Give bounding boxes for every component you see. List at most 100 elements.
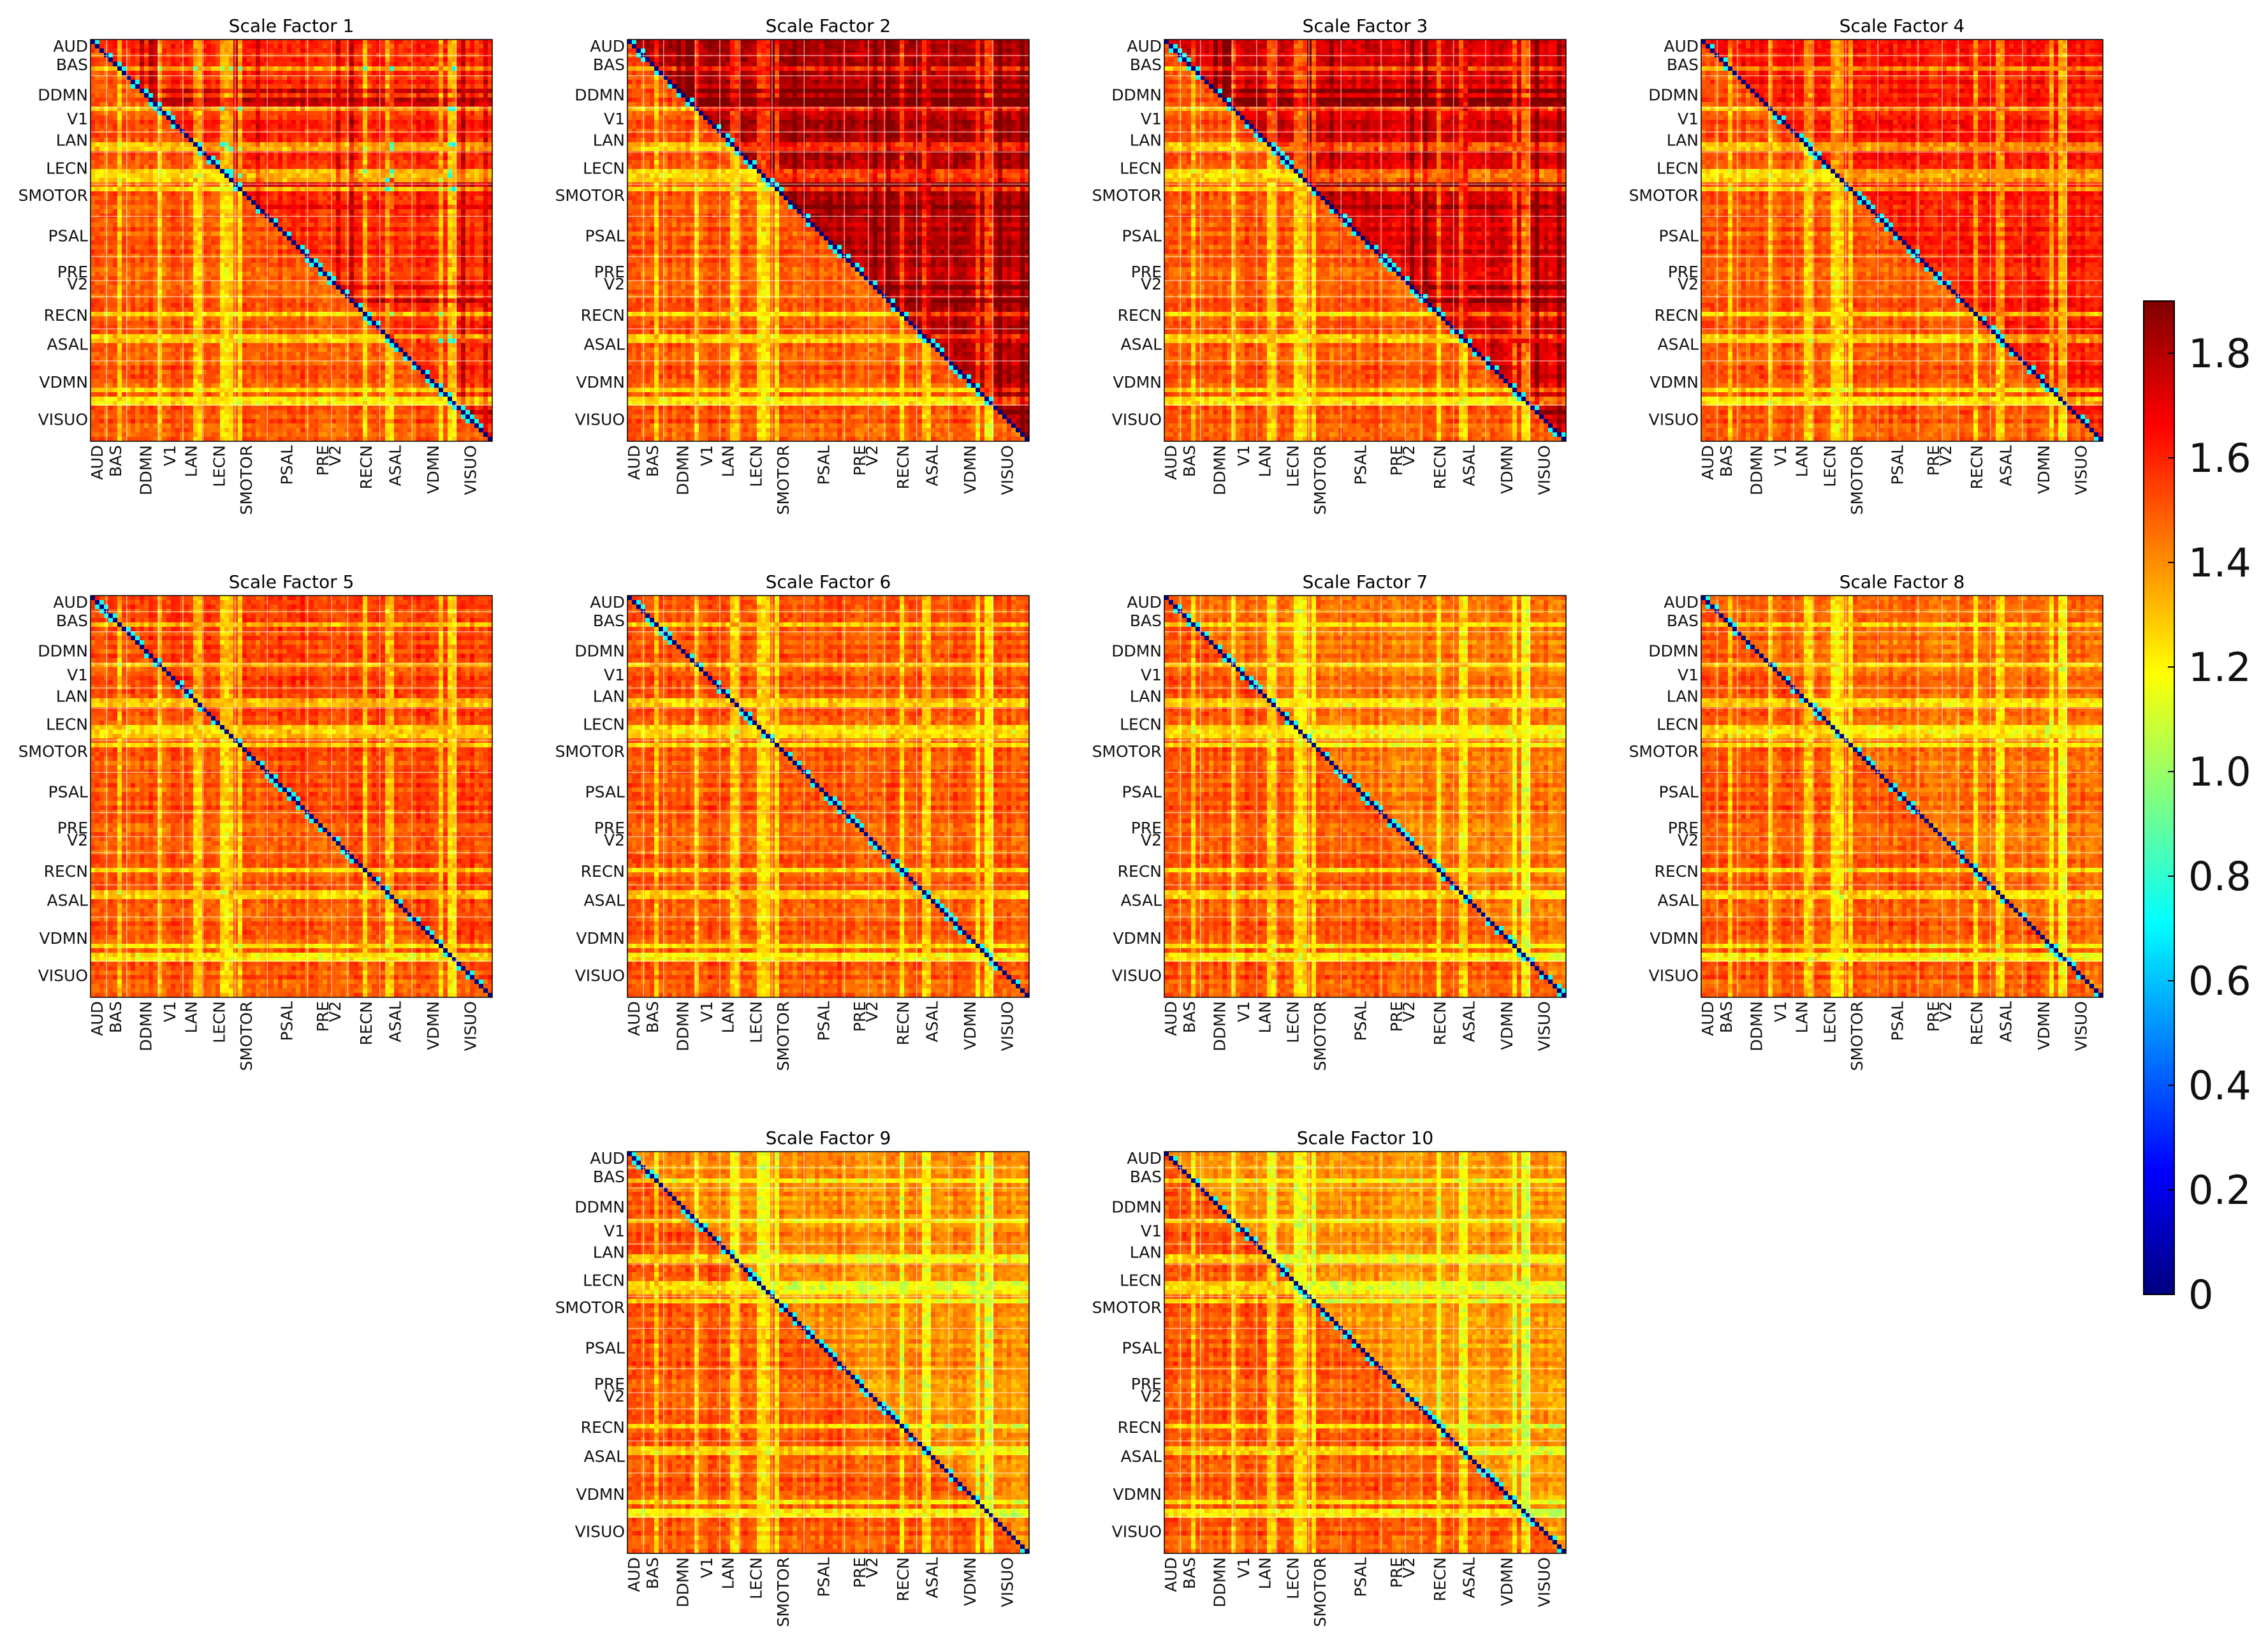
column-tick-label: DDMN bbox=[673, 1001, 692, 1052]
row-tick-label: BAS bbox=[1130, 612, 1162, 630]
row-tick-label: BAS bbox=[56, 55, 88, 74]
panel-title: Scale Factor 10 bbox=[1297, 1127, 1433, 1148]
column-tick-label: PSAL bbox=[1351, 1001, 1370, 1041]
column-tick-label: DDMN bbox=[1210, 1001, 1229, 1052]
colorbar: 0 0.2 0.4 0.6 0.8 1.0 1.2 1.4 1.6 1.8 bbox=[2143, 300, 2251, 1318]
colorbar-tick-label: 0.2 bbox=[2188, 1167, 2251, 1213]
colorbar-tick-label: 0.4 bbox=[2188, 1062, 2251, 1109]
row-tick-label: VISUO bbox=[575, 410, 625, 429]
heatmap-frame bbox=[627, 595, 1030, 998]
row-tick-label: V2 bbox=[1141, 831, 1162, 849]
column-tick-label: LAN bbox=[182, 1001, 201, 1033]
column-tick-label: PSAL bbox=[814, 1001, 833, 1041]
row-tick-label: V1 bbox=[1678, 110, 1699, 128]
row-tick-label: DDMN bbox=[1111, 85, 1162, 104]
column-tick-label: BAS bbox=[1180, 1001, 1199, 1033]
row-tick-label: BAS bbox=[56, 612, 88, 630]
heatmap-cells bbox=[1701, 596, 2103, 997]
heatmap-canvas bbox=[1164, 596, 1566, 997]
row-tick-label: LECN bbox=[583, 1272, 625, 1290]
column-tick-label: PSAL bbox=[277, 1001, 296, 1041]
row-tick-label: BAS bbox=[593, 55, 625, 74]
column-tick-label: LAN bbox=[719, 1557, 738, 1589]
colorbar-tick-label: 0 bbox=[2188, 1272, 2213, 1318]
row-tick-label: BAS bbox=[1667, 612, 1699, 630]
column-tick-label: VDMN bbox=[2035, 1001, 2053, 1050]
row-tick-label: LAN bbox=[593, 687, 625, 706]
column-tick-label: LAN bbox=[1256, 1001, 1275, 1033]
panel-title: Scale Factor 7 bbox=[1303, 571, 1428, 592]
column-tick-label: V2 bbox=[326, 1001, 344, 1022]
row-tick-label: PRE bbox=[594, 263, 625, 281]
column-tick-label: RECN bbox=[1431, 1557, 1449, 1601]
row-tick-label: VDMN bbox=[39, 929, 88, 948]
row-tick-label: LAN bbox=[1130, 131, 1162, 150]
column-tick-label: SMOTOR bbox=[1848, 1001, 1866, 1071]
column-tick-label: V1 bbox=[1234, 1001, 1253, 1022]
column-tick-label: VISUO bbox=[998, 1001, 1016, 1051]
heatmap-cells bbox=[627, 1152, 1029, 1553]
column-tick-label: RECN bbox=[894, 1001, 912, 1045]
column-tick-label: SMOTOR bbox=[237, 445, 256, 515]
row-tick-label: ASAL bbox=[584, 335, 626, 354]
column-tick-label: LAN bbox=[719, 445, 738, 477]
heatmap-panel: Scale Factor 4AUDBASDDMNV1LANLECNSMOTORP… bbox=[1629, 15, 2103, 515]
column-tick-label: BAS bbox=[1180, 445, 1199, 477]
heatmap-cells bbox=[91, 596, 492, 997]
heatmap-canvas bbox=[91, 596, 492, 997]
row-tick-label: VISUO bbox=[1649, 410, 1699, 429]
column-tick-label: RECN bbox=[357, 1001, 376, 1045]
column-tick-label: PRE bbox=[1387, 1001, 1406, 1032]
column-tick-label: V2 bbox=[863, 1001, 881, 1022]
row-tick-label: AUD bbox=[590, 37, 625, 55]
row-tick-label: DDMN bbox=[38, 642, 88, 660]
row-tick-label: PSAL bbox=[48, 226, 89, 245]
column-tick-label: LAN bbox=[1793, 1001, 1811, 1033]
colorbar-gradient bbox=[2143, 300, 2175, 1295]
row-tick-label: V1 bbox=[1141, 1222, 1162, 1240]
column-tick-label: SMOTOR bbox=[1311, 445, 1329, 515]
column-tick-label: SMOTOR bbox=[1311, 1001, 1329, 1071]
row-tick-label: V2 bbox=[604, 1387, 625, 1405]
row-tick-label: PSAL bbox=[1122, 1338, 1162, 1357]
colorbar-tick-label: 1.8 bbox=[2188, 330, 2251, 377]
panels-layer: Scale Factor 1AUDBASDDMNV1LANLECNSMOTORP… bbox=[18, 15, 2103, 1627]
column-tick-label: LAN bbox=[1256, 1557, 1275, 1589]
column-tick-label: LECN bbox=[1284, 1001, 1303, 1043]
column-tick-label: ASAL bbox=[1997, 1001, 2016, 1043]
row-tick-label: DDMN bbox=[1111, 642, 1162, 660]
row-tick-label: V2 bbox=[1141, 1387, 1162, 1405]
heatmap-cells bbox=[1701, 40, 2103, 441]
column-tick-label: PSAL bbox=[814, 1557, 833, 1597]
panel-title: Scale Factor 3 bbox=[1303, 15, 1428, 36]
column-tick-label: AUD bbox=[625, 1557, 643, 1592]
column-tick-label: ASAL bbox=[386, 445, 405, 487]
column-tick-label: DDMN bbox=[1747, 1001, 1766, 1052]
column-tick-label: PRE bbox=[1924, 1001, 1943, 1032]
row-tick-label: BAS bbox=[593, 612, 625, 630]
row-tick-label: ASAL bbox=[1121, 891, 1162, 910]
column-tick-label: V2 bbox=[1400, 1001, 1418, 1022]
row-tick-label: LAN bbox=[1130, 687, 1162, 706]
column-tick-label: PRE bbox=[851, 1557, 869, 1588]
row-tick-label: VDMN bbox=[1113, 1485, 1162, 1504]
column-tick-label: AUD bbox=[625, 1001, 643, 1036]
column-tick-label: DDMN bbox=[673, 445, 692, 495]
column-tick-label: PRE bbox=[851, 1001, 869, 1032]
column-tick-label: LECN bbox=[210, 445, 229, 487]
column-tick-label: LECN bbox=[747, 1001, 766, 1043]
column-tick-label: PRE bbox=[1387, 445, 1406, 476]
column-tick-label: AUD bbox=[88, 1001, 106, 1036]
row-tick-label: SMOTOR bbox=[555, 186, 625, 205]
column-tick-label: DDMN bbox=[1747, 445, 1766, 495]
row-tick-label: VISUO bbox=[38, 410, 88, 429]
row-tick-label: PRE bbox=[57, 819, 88, 837]
heatmap-canvas bbox=[91, 40, 492, 441]
column-tick-label: PSAL bbox=[814, 445, 833, 485]
column-tick-label: ASAL bbox=[1460, 1001, 1479, 1043]
column-tick-label: PRE bbox=[1924, 445, 1943, 476]
row-tick-label: BAS bbox=[1130, 55, 1162, 74]
column-tick-label: PRE bbox=[314, 445, 332, 476]
row-tick-label: VISUO bbox=[1649, 966, 1699, 985]
row-tick-label: RECN bbox=[1118, 1418, 1162, 1437]
